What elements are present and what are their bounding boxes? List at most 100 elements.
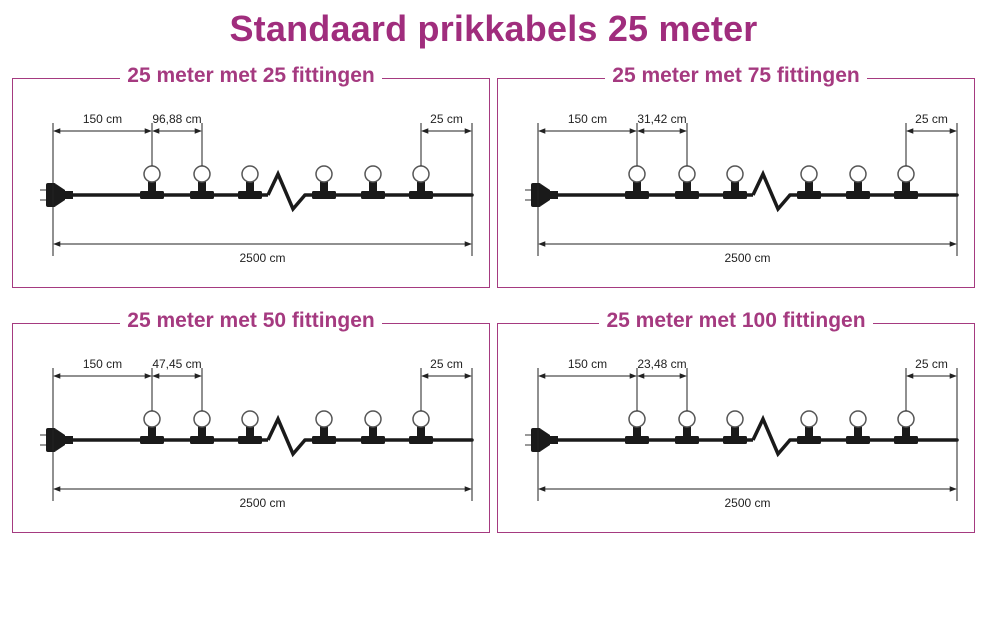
dimension-label: 47,45 cm (152, 357, 201, 371)
socket (723, 191, 747, 199)
cable-break (751, 414, 792, 458)
dimension-label: 23,48 cm (637, 357, 686, 371)
cable-break (266, 414, 307, 458)
socket (312, 191, 336, 199)
cable-diagram: 150 cm 23,48 cm 25 cm 2500 cm (525, 357, 959, 510)
socket (312, 436, 336, 444)
bulb-socket (238, 410, 262, 444)
panel-50-fittings: 25 meter met 50 fittingen 150 cm 47,45 cm… (12, 309, 490, 533)
socket (409, 191, 433, 199)
dimension-label: 2500 cm (724, 496, 770, 510)
dimension-label: 2500 cm (239, 251, 285, 265)
socket (846, 436, 870, 444)
dimension-label: 25 cm (430, 357, 463, 371)
socket (797, 436, 821, 444)
bulb-socket (190, 165, 214, 199)
dimension-label: 2500 cm (239, 496, 285, 510)
panel-100-fittings: 25 meter met 100 fittingen 150 cm 23,48 c… (497, 309, 975, 533)
bulb-icon (897, 165, 915, 183)
socket (723, 436, 747, 444)
cable-break (751, 169, 792, 213)
plug-icon (525, 428, 558, 452)
bulb-socket (140, 410, 164, 444)
plug-icon (40, 183, 73, 207)
plug-icon (40, 428, 73, 452)
dimension-label: 150 cm (83, 357, 122, 371)
bulb-socket (409, 165, 433, 199)
bulb-icon (143, 410, 161, 428)
bulb-socket (846, 165, 870, 199)
dimension-label: 25 cm (430, 112, 463, 126)
bulb-icon (412, 165, 430, 183)
panel-25-fittings: 25 meter met 25 fittingen 150 cm 96,88 cm… (12, 64, 490, 288)
plug-icon (525, 183, 558, 207)
bulb-socket (675, 410, 699, 444)
socket (238, 436, 262, 444)
bulb-socket (312, 165, 336, 199)
dimension-label: 150 cm (83, 112, 122, 126)
bulb-icon (849, 165, 867, 183)
socket (797, 191, 821, 199)
socket (140, 191, 164, 199)
socket (846, 191, 870, 199)
bulb-icon (628, 165, 646, 183)
dimension-label: 150 cm (568, 357, 607, 371)
bulb-icon (800, 410, 818, 428)
socket (894, 436, 918, 444)
bulb-socket (723, 165, 747, 199)
page-title: Standaard prikkabels 25 meter (229, 8, 758, 49)
bulb-socket (409, 410, 433, 444)
bulb-icon (800, 165, 818, 183)
bulb-icon (897, 410, 915, 428)
bulb-socket (625, 410, 649, 444)
socket (361, 436, 385, 444)
bulb-icon (143, 165, 161, 183)
socket (409, 436, 433, 444)
bulb-socket (894, 410, 918, 444)
bulb-icon (412, 410, 430, 428)
bulb-icon (241, 165, 259, 183)
bulb-icon (193, 410, 211, 428)
bulb-socket (140, 165, 164, 199)
bulb-socket (797, 410, 821, 444)
cable-diagram: 150 cm 47,45 cm 25 cm 2500 cm (40, 357, 474, 510)
bulb-socket (675, 165, 699, 199)
bulb-icon (364, 165, 382, 183)
socket (625, 191, 649, 199)
bulb-icon (849, 410, 867, 428)
bulb-socket (894, 165, 918, 199)
dimension-label: 96,88 cm (152, 112, 201, 126)
bulb-icon (193, 165, 211, 183)
socket (238, 191, 262, 199)
panel-75-fittings: 25 meter met 75 fittingen 150 cm 31,42 cm… (497, 64, 975, 288)
socket (140, 436, 164, 444)
bulb-icon (628, 410, 646, 428)
bulb-socket (797, 165, 821, 199)
bulb-icon (315, 165, 333, 183)
bulb-socket (190, 410, 214, 444)
bulb-socket (361, 165, 385, 199)
socket (190, 436, 214, 444)
bulb-icon (726, 165, 744, 183)
dimension-label: 31,42 cm (637, 112, 686, 126)
bulb-icon (726, 410, 744, 428)
cable-diagram: 150 cm 96,88 cm 25 cm 2500 cm (40, 112, 474, 265)
dimension-label: 25 cm (915, 112, 948, 126)
bulb-socket (625, 165, 649, 199)
bulb-icon (678, 410, 696, 428)
socket (190, 191, 214, 199)
bulb-icon (678, 165, 696, 183)
socket (625, 436, 649, 444)
socket (675, 436, 699, 444)
cable-diagram: 150 cm 31,42 cm 25 cm 2500 cm (525, 112, 959, 265)
bulb-socket (312, 410, 336, 444)
bulb-icon (364, 410, 382, 428)
bulb-icon (241, 410, 259, 428)
bulb-socket (361, 410, 385, 444)
bulb-socket (723, 410, 747, 444)
bulb-icon (315, 410, 333, 428)
dimension-label: 2500 cm (724, 251, 770, 265)
socket (361, 191, 385, 199)
dimension-label: 25 cm (915, 357, 948, 371)
bulb-socket (238, 165, 262, 199)
